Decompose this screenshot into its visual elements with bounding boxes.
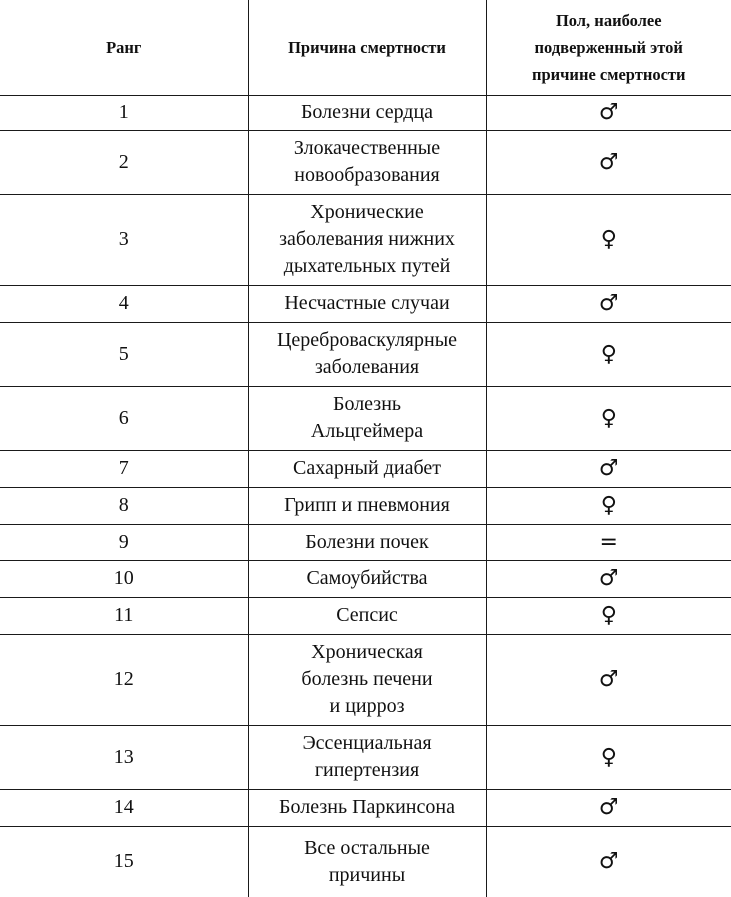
- cause-cell: Цереброваскулярные заболевания: [247, 321, 487, 387]
- table-row: 8 Грипп и пневмония ♀: [0, 486, 731, 525]
- rank-cell: 4: [0, 284, 249, 323]
- cause-cell: Сахарный диабет: [247, 449, 487, 488]
- table-row: 9 Болезни почек =: [0, 523, 731, 561]
- rank-cell: 15: [0, 825, 249, 897]
- cause-cell: Болезнь Паркинсона: [247, 788, 487, 827]
- table-row: 1 Болезни сердца ♂: [0, 94, 731, 131]
- table-row: 2 Злокачественные новообразования ♂: [0, 129, 731, 195]
- rank-cell: 8: [0, 486, 249, 525]
- cause-cell: Болезнь Альцгеймера: [247, 385, 487, 451]
- cause-cell: Эссенциальная гипертензия: [247, 724, 487, 790]
- rank-cell: 2: [0, 129, 249, 195]
- sex-cell: ♀: [485, 385, 731, 451]
- sex-cell: ♀: [485, 321, 731, 387]
- cause-cell: Сепсис: [247, 596, 487, 635]
- header-sex: Пол, наиболее подверженный этой причине …: [485, 0, 731, 96]
- table-row: 11 Сепсис ♀: [0, 596, 731, 635]
- rank-cell: 12: [0, 633, 249, 726]
- rank-cell: 11: [0, 596, 249, 635]
- sex-cell: ♂: [485, 129, 731, 195]
- rank-cell: 1: [0, 94, 249, 131]
- cause-cell: Все остальные причины: [247, 825, 487, 897]
- cause-cell: Болезни почек: [247, 523, 487, 561]
- table-body: 1 Болезни сердца ♂ 2 Злокачественные новообр…: [0, 94, 731, 897]
- table-row: 13 Эссенциальная гипертензия ♀: [0, 724, 731, 790]
- table-row: 3 Хронические заболевания нижних дыхатель…: [0, 193, 731, 286]
- cause-cell: Хроническая болезнь печени и цирроз: [247, 633, 487, 726]
- table-row: 7 Сахарный диабет ♂: [0, 449, 731, 488]
- rank-cell: 10: [0, 559, 249, 598]
- table-row: 5 Цереброваскулярные заболевания ♀: [0, 321, 731, 387]
- sex-cell: ♂: [485, 633, 731, 726]
- table-row: 4 Несчастные случаи ♂: [0, 284, 731, 323]
- cause-cell: Хронические заболевания нижних дыхательн…: [247, 193, 487, 286]
- rank-cell: 7: [0, 449, 249, 488]
- table-row: 10 Самоубийства ♂: [0, 559, 731, 598]
- sex-cell: ♀: [485, 724, 731, 790]
- sex-cell: =: [485, 523, 731, 561]
- sex-cell: ♀: [485, 193, 731, 286]
- rank-cell: 5: [0, 321, 249, 387]
- table-row: 6 Болезнь Альцгеймера ♀: [0, 385, 731, 451]
- table-row: 15 Все остальные причины ♂: [0, 825, 731, 897]
- cause-cell: Несчастные случаи: [247, 284, 487, 323]
- sex-cell: ♂: [485, 559, 731, 598]
- cause-cell: Самоубийства: [247, 559, 487, 598]
- sex-cell: ♀: [485, 486, 731, 525]
- rank-cell: 6: [0, 385, 249, 451]
- rank-cell: 13: [0, 724, 249, 790]
- cause-cell: Болезни сердца: [247, 94, 487, 131]
- sex-cell: ♂: [485, 94, 731, 131]
- header-rank: Ранг: [0, 0, 249, 96]
- cause-cell: Злокачественные новообразования: [247, 129, 487, 195]
- sex-cell: ♂: [485, 284, 731, 323]
- header-cause: Причина смертности: [247, 0, 487, 96]
- sex-cell: ♂: [485, 449, 731, 488]
- rank-cell: 9: [0, 523, 249, 561]
- rank-cell: 14: [0, 788, 249, 827]
- table-row: 14 Болезнь Паркинсона ♂: [0, 788, 731, 827]
- sex-cell: ♂: [485, 788, 731, 827]
- header-row: Ранг Причина смертности Пол, наиболее по…: [0, 0, 731, 96]
- sex-cell: ♀: [485, 596, 731, 635]
- cause-cell: Грипп и пневмония: [247, 486, 487, 525]
- table-row: 12 Хроническая болезнь печени и цирроз ♂: [0, 633, 731, 726]
- rank-cell: 3: [0, 193, 249, 286]
- sex-cell: ♂: [485, 825, 731, 897]
